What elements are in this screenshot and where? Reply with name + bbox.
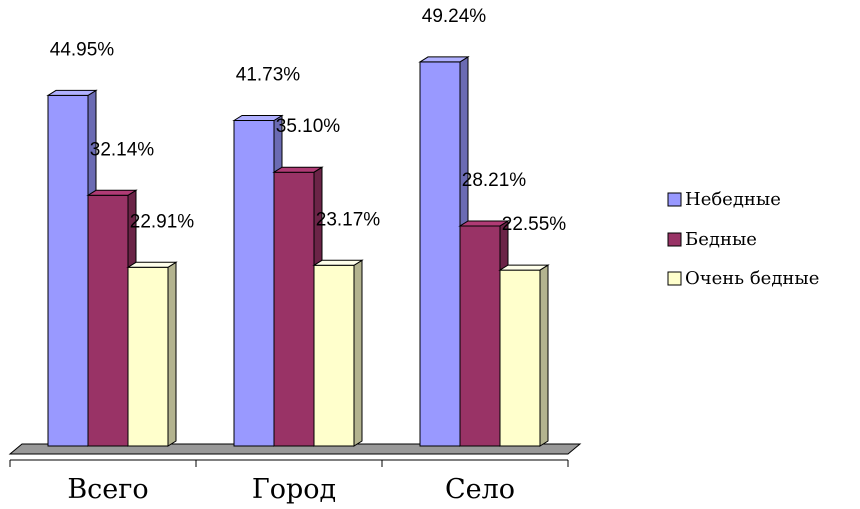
legend-swatch-2 <box>667 271 682 286</box>
bar-2-1 <box>459 225 501 447</box>
data-label-0-1: 32.14% <box>90 139 155 160</box>
bar-0-1 <box>87 194 129 447</box>
bar-0-0 <box>47 94 89 447</box>
legend-swatch-0 <box>667 192 682 207</box>
category-label-1: Город <box>252 474 336 504</box>
bar-0-2-top <box>126 261 178 268</box>
data-label-1-2: 23.17% <box>316 209 381 230</box>
bar-1-2 <box>313 264 355 447</box>
bar-1-0 <box>233 120 275 447</box>
bar-0-0-top <box>46 89 98 96</box>
bar-2-0 <box>419 61 461 447</box>
data-label-2-0: 49.24% <box>422 6 487 27</box>
legend-swatch-1 <box>667 232 682 247</box>
bar-1-2-top <box>312 259 364 266</box>
bar-1-1-top <box>272 166 324 173</box>
bar-1-0-top <box>232 115 284 122</box>
data-label-1-0: 41.73% <box>236 65 301 86</box>
data-label-2-2: 22.55% <box>502 214 567 235</box>
bar-2-2-side <box>539 264 549 447</box>
bar-2-0-top <box>418 56 470 63</box>
bar-1-1 <box>273 171 315 447</box>
legend-label-2: Очень бедные <box>685 268 819 289</box>
bar-0-2-side <box>167 261 177 447</box>
data-label-0-2: 22.91% <box>130 211 195 232</box>
data-label-1-1: 35.10% <box>276 116 341 137</box>
legend-label-0: Небедные <box>685 189 781 210</box>
bar-1-2-side <box>353 259 363 447</box>
category-label-2: Село <box>445 474 515 504</box>
bar-2-1-top <box>458 220 510 227</box>
bar-2-2-top <box>498 264 550 271</box>
bar-0-2 <box>127 266 169 447</box>
data-label-0-0: 44.95% <box>50 39 115 60</box>
legend-label-1: Бедные <box>685 229 757 250</box>
data-label-2-1: 28.21% <box>462 170 527 191</box>
bar-2-2 <box>499 269 541 447</box>
category-label-0: Всего <box>67 474 148 504</box>
bar-0-1-top <box>86 189 138 196</box>
